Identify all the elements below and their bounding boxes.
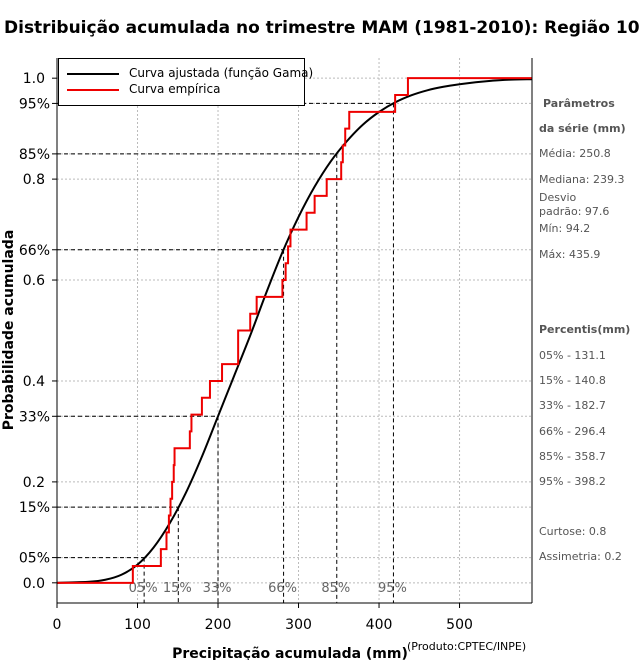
series-line-fitted bbox=[56, 78, 533, 584]
y-tick-label: 1.0 bbox=[23, 71, 45, 87]
y-prob-tick-label: 05% bbox=[19, 551, 50, 567]
param-desvio-line1: Desvio bbox=[539, 191, 577, 204]
y-tick-label: 0.4 bbox=[23, 374, 45, 390]
param-desvio-line2: padrão: 97.6 bbox=[539, 205, 610, 218]
percentil-item: 85% - 358.7 bbox=[539, 450, 606, 463]
credit-text: (Produto:CPTEC/INPE) bbox=[407, 640, 527, 653]
percentile-marker-label: 33% bbox=[203, 581, 232, 596]
legend-swatch-fitted bbox=[67, 73, 119, 75]
params-title-line2: da série (mm) bbox=[539, 122, 626, 135]
percentil-item: 05% - 131.1 bbox=[539, 349, 606, 362]
x-tick-label: 0 bbox=[53, 617, 62, 633]
percentile-marker-label: 95% bbox=[378, 581, 407, 596]
percentile-marker-label: 15% bbox=[163, 581, 192, 596]
legend-swatch-empirical bbox=[67, 89, 119, 91]
percentis-title: Percentis(mm) bbox=[539, 323, 631, 336]
param-assimetria: Assimetria: 0.2 bbox=[539, 550, 622, 563]
series-line-empirical bbox=[57, 77, 532, 584]
param-min: Mín: 94.2 bbox=[539, 222, 591, 235]
legend: Curva ajustada (função Gama) Curva empír… bbox=[58, 58, 313, 106]
percentil-item: 33% - 182.7 bbox=[539, 399, 606, 412]
legend-label-empirical: Curva empírica bbox=[129, 82, 221, 96]
percentile-guides: 05% 15% 33% 66% 85% 95% bbox=[57, 102, 407, 603]
y-prob-tick-label: 85% bbox=[19, 147, 50, 163]
chart-title: Distribuição acumulada no trimestre MAM … bbox=[4, 18, 640, 38]
y-tick-label: 0.2 bbox=[23, 475, 45, 491]
x-tick-label: 100 bbox=[124, 617, 151, 633]
param-max: Máx: 435.9 bbox=[539, 248, 601, 261]
y-prob-tick-label: 66% bbox=[19, 243, 50, 259]
y-tick-label: 0.0 bbox=[23, 576, 45, 592]
y-axis-label: Probabilidade acumulada bbox=[1, 230, 17, 431]
param-curtose: Curtose: 0.8 bbox=[539, 525, 607, 538]
percentile-marker-label: 66% bbox=[268, 581, 297, 596]
param-mediana: Mediana: 239.3 bbox=[539, 173, 625, 186]
y-prob-tick-label: 15% bbox=[19, 500, 50, 516]
x-tick-label: 500 bbox=[446, 617, 473, 633]
chart-series bbox=[56, 77, 533, 584]
y-tick-label: 0.6 bbox=[23, 273, 45, 289]
percentil-item: 15% - 140.8 bbox=[539, 374, 606, 387]
x-tick-label: 400 bbox=[366, 617, 393, 633]
legend-label-fitted: Curva ajustada (função Gama) bbox=[129, 66, 314, 80]
grid-lines bbox=[56, 58, 532, 603]
y-tick-label: 0.8 bbox=[23, 172, 45, 188]
x-tick-label: 200 bbox=[205, 617, 232, 633]
percentil-item: 95% - 398.2 bbox=[539, 475, 606, 488]
param-media: Média: 250.8 bbox=[539, 147, 611, 160]
percentile-marker-label: 85% bbox=[321, 581, 350, 596]
x-axis-label: Precipitação acumulada (mm) bbox=[172, 646, 408, 660]
percentile-marker-label: 05% bbox=[129, 581, 158, 596]
percentil-item: 66% - 296.4 bbox=[539, 425, 606, 438]
params-title-line1: Parâmetros bbox=[543, 97, 615, 110]
axes: 0 100 200 300 400 500 0.0 0.2 0.4 0.6 0.8 1.0 05% 15%… bbox=[19, 58, 533, 633]
y-prob-tick-label: 95% bbox=[19, 96, 50, 112]
x-tick-label: 300 bbox=[285, 617, 312, 633]
y-prob-tick-label: 33% bbox=[19, 409, 50, 425]
